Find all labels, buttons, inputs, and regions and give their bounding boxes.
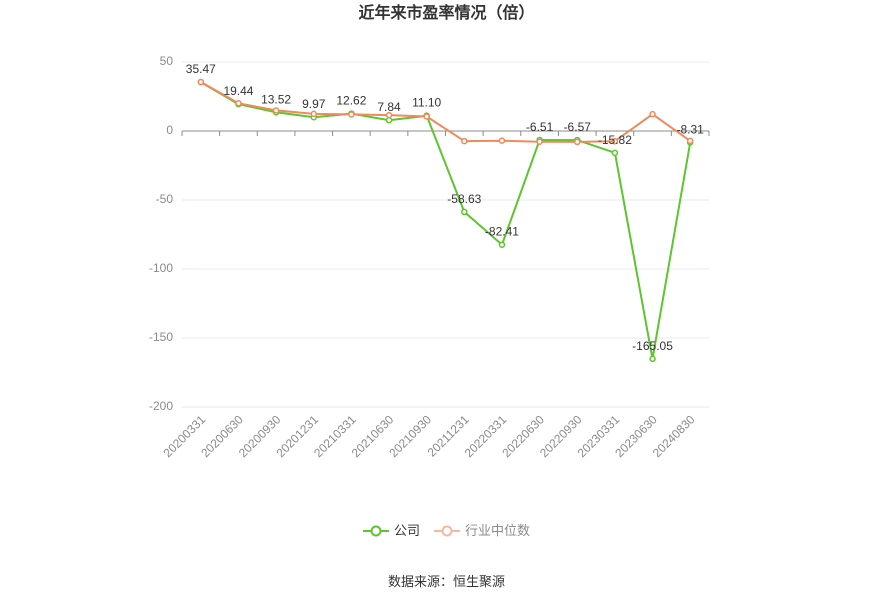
industry-median-point[interactable]	[611, 137, 619, 145]
data-label: -82.41	[485, 225, 519, 239]
industry-median-point[interactable]	[310, 110, 317, 118]
y-tick-label: 0	[166, 123, 173, 137]
legend-line-circle-icon	[362, 525, 389, 537]
grid-layer	[182, 61, 709, 408]
company-line	[199, 81, 692, 360]
company-point[interactable]	[649, 355, 656, 363]
y-tick-label: 50	[160, 54, 174, 68]
company-point[interactable]	[611, 149, 619, 157]
company-point[interactable]	[461, 208, 468, 216]
data-label: 13.52	[261, 92, 291, 106]
data-label: -8.31	[676, 122, 704, 136]
industry-median-point[interactable]	[197, 78, 205, 86]
data-label-layer: 35.47 19.44 13.52 9.97 12.62 7.84 11.10 -58.63 -…	[186, 62, 704, 353]
industry-median-point[interactable]	[498, 137, 506, 144]
company-point[interactable]	[498, 241, 506, 248]
series-layer	[197, 78, 694, 363]
legend-label-company: 公司	[393, 523, 420, 538]
data-label: 35.47	[186, 62, 216, 76]
legend-item-company[interactable]: 公司	[362, 521, 420, 541]
data-label: -15.82	[598, 133, 632, 147]
data-label: -165.05	[632, 339, 673, 353]
y-tick-label: -150	[149, 330, 173, 344]
industry-median-point[interactable]	[385, 111, 393, 119]
industry-median-point[interactable]	[423, 113, 430, 120]
industry-median-point[interactable]	[235, 100, 242, 107]
data-label: 9.97	[302, 97, 326, 111]
legend-label-industry-median: 行业中位数	[465, 523, 531, 538]
industry-median-point[interactable]	[536, 138, 543, 146]
company-point[interactable]	[385, 116, 393, 124]
legend-item-industry-median[interactable]: 行业中位数	[434, 521, 530, 541]
data-source: 数据来源：恒生聚源	[387, 574, 505, 589]
legend: 公司 行业中位数	[0, 521, 893, 541]
industry-median-point[interactable]	[348, 111, 355, 118]
data-label: 11.10	[412, 96, 441, 110]
chart-title: 近年来市盈率情况（倍）	[358, 5, 535, 22]
industry-median-point[interactable]	[272, 107, 280, 114]
data-label: -58.63	[447, 192, 481, 206]
industry-median-line	[199, 81, 692, 143]
data-label: 7.84	[377, 100, 401, 114]
y-tick-label: -200	[149, 399, 173, 413]
industry-median-point[interactable]	[461, 137, 468, 145]
data-label: -6.57	[564, 120, 592, 134]
industry-median-point[interactable]	[649, 110, 656, 118]
x-tick-label: 20240830	[650, 412, 698, 460]
data-label: 12.62	[336, 94, 366, 108]
industry-median-point[interactable]	[686, 137, 694, 145]
data-label: -6.51	[526, 120, 554, 134]
y-tick-label: -50	[156, 192, 174, 206]
y-tick-label: -100	[149, 261, 173, 275]
data-label: 19.44	[223, 84, 253, 98]
industry-median-point[interactable]	[574, 138, 581, 146]
legend-line-circle-icon	[434, 525, 460, 537]
